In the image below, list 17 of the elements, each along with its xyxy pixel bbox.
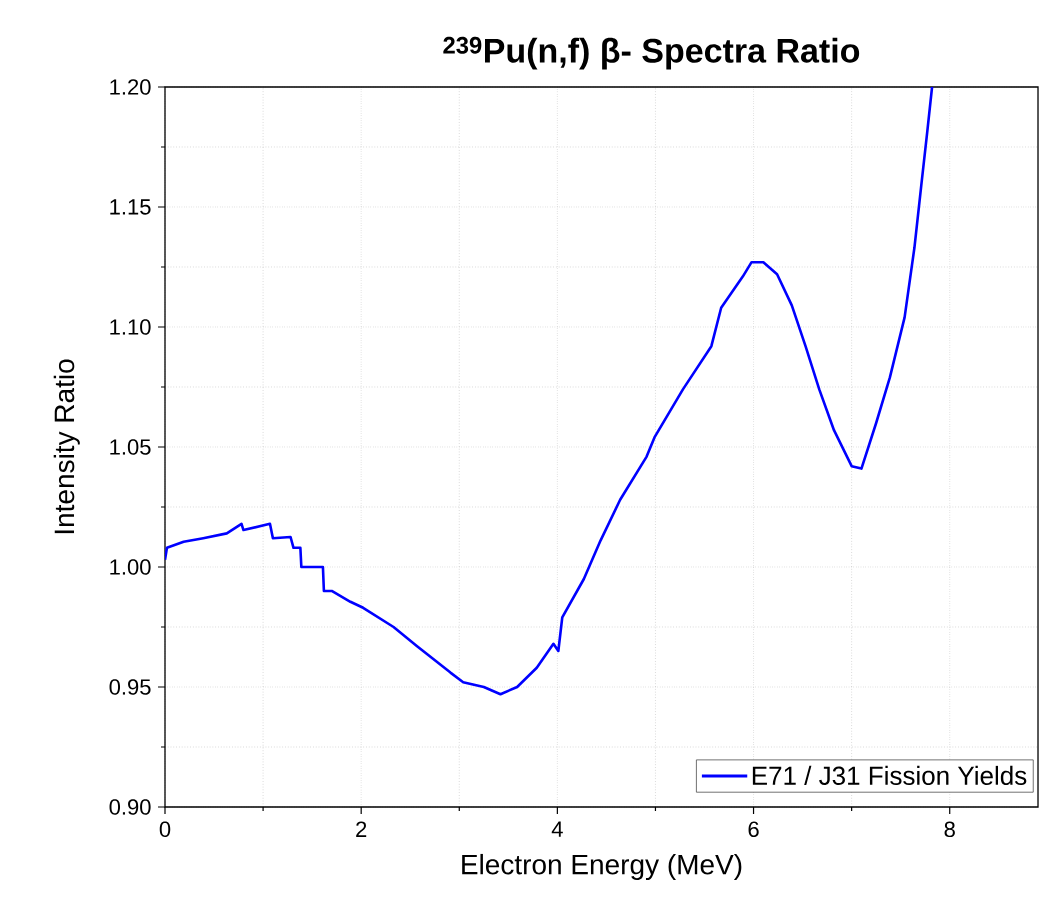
y-tick-label: 1.00 [110,559,151,575]
x-tick-label: 6 [748,821,759,838]
x-axis-title: Electron Energy (MeV) [462,853,742,881]
y-tick-label: 1.10 [110,319,151,335]
y-tick-label: 0.90 [109,799,151,815]
y-axis-title: Intensity Ratio [53,359,80,534]
y-tick-label: 0.95 [109,679,151,695]
x-tick-label: 0 [159,821,171,838]
y-tick-label: 1.05 [110,439,151,455]
y-tick-label: 1.15 [110,199,151,215]
legend-label: E71 / J31 Fission Yields [752,765,1027,785]
x-tick-label: 4 [551,821,563,837]
chart-title: $^{239}$Pu(n,f) β- Spectra Ratio [443,36,860,70]
x-tick-label: 8 [944,821,955,838]
line-series [165,86,934,696]
y-tick-label: 1.20 [110,79,151,95]
x-tick-label: 2 [356,821,367,837]
